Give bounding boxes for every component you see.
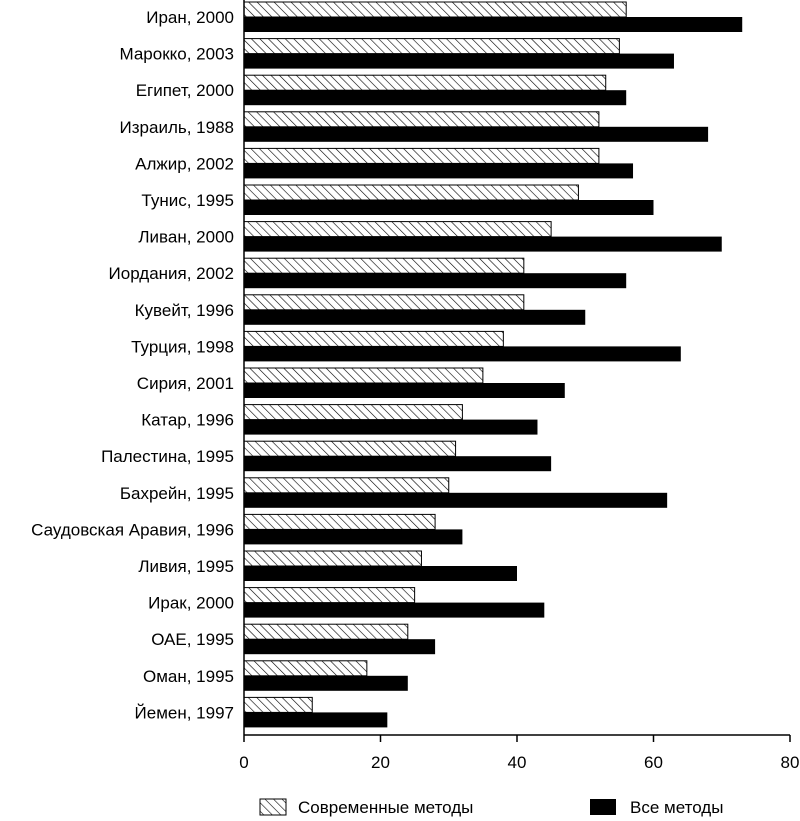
bar-all-16: [244, 602, 545, 618]
bar-all-4: [244, 163, 634, 179]
x-tick-label: 80: [781, 753, 800, 772]
category-label: Ливия, 1995: [138, 557, 234, 576]
x-tick-label: 60: [644, 753, 663, 772]
category-label: Йемен, 1997: [135, 703, 234, 722]
category-label: Марокко, 2003: [119, 45, 234, 64]
bar-modern-5: [243, 184, 579, 201]
category-label: Турция, 1998: [131, 337, 234, 356]
bar-all-5: [244, 200, 654, 215]
x-tick-label: 0: [239, 753, 248, 772]
category-label: Алжир, 2002: [135, 154, 234, 173]
bars-group: [243, 1, 743, 728]
category-label: Катар, 1996: [141, 411, 234, 430]
bar-all-18: [244, 675, 408, 691]
bar-modern-15: [243, 550, 422, 567]
bar-modern-7: [243, 257, 525, 274]
bar-all-15: [244, 566, 517, 581]
x-axis: 0 20 40 60 80: [239, 0, 799, 772]
bar-modern-3: [243, 111, 600, 128]
category-label: Тунис, 1995: [141, 191, 234, 210]
x-tick-label: 40: [508, 753, 527, 772]
bar-all-0: [244, 17, 743, 32]
category-label: Египет, 2000: [136, 81, 234, 100]
bar-modern-4: [243, 147, 600, 164]
x-tick-label: 20: [371, 753, 390, 772]
bar-all-8: [244, 309, 586, 325]
bar-modern-17: [243, 623, 409, 640]
bar-all-10: [244, 383, 565, 398]
legend: Современные методы Все методы: [259, 798, 723, 817]
category-label: Израиль, 1988: [120, 118, 234, 137]
legend-swatch-all: [590, 799, 616, 815]
category-label: Кувейт, 1996: [135, 301, 234, 320]
bar-all-13: [244, 492, 668, 508]
bar-modern-12: [243, 440, 457, 457]
bar-modern-13: [243, 477, 450, 494]
category-label: Бахрейн, 1995: [120, 484, 234, 503]
bar-modern-16: [243, 587, 416, 604]
category-label: Иордания, 2002: [109, 264, 234, 283]
bar-modern-2: [243, 74, 607, 91]
bar-all-6: [244, 236, 722, 252]
category-label: ОАЕ, 1995: [151, 630, 234, 649]
bar-all-11: [244, 419, 538, 435]
category-label: Ирак, 2000: [148, 594, 234, 613]
bar-all-7: [244, 273, 627, 289]
bar-modern-14: [243, 513, 436, 530]
category-label: Сирия, 2001: [137, 374, 234, 393]
bar-all-14: [244, 529, 463, 545]
bar-all-17: [244, 639, 436, 655]
category-label: Ливан, 2000: [138, 228, 234, 247]
category-label: Саудовская Аравия, 1996: [31, 520, 234, 539]
bar-modern-19: [243, 696, 313, 713]
bar-modern-11: [243, 404, 463, 421]
bar-modern-10: [243, 367, 484, 384]
bar-all-3: [244, 126, 709, 142]
category-label: Оман, 1995: [143, 667, 234, 686]
bar-modern-8: [243, 294, 525, 311]
bar-all-12: [244, 456, 552, 472]
bar-all-1: [244, 53, 674, 69]
bar-all-2: [244, 90, 627, 106]
category-label: Иран, 2000: [146, 8, 234, 27]
category-label: Палестина, 1995: [101, 447, 234, 466]
bar-modern-9: [243, 330, 504, 347]
category-labels: Иран, 2000 Марокко, 2003 Египет, 2000 Израи…: [31, 8, 234, 722]
bar-modern-6: [243, 221, 552, 238]
legend-label-all: Все методы: [630, 798, 723, 817]
bar-all-9: [244, 346, 681, 362]
bar-all-19: [244, 712, 388, 728]
bar-modern-0: [243, 1, 627, 18]
bar-modern-1: [243, 38, 620, 55]
legend-swatch-modern: [259, 798, 287, 816]
legend-label-modern: Современные методы: [298, 798, 473, 817]
bar-modern-18: [243, 660, 368, 677]
